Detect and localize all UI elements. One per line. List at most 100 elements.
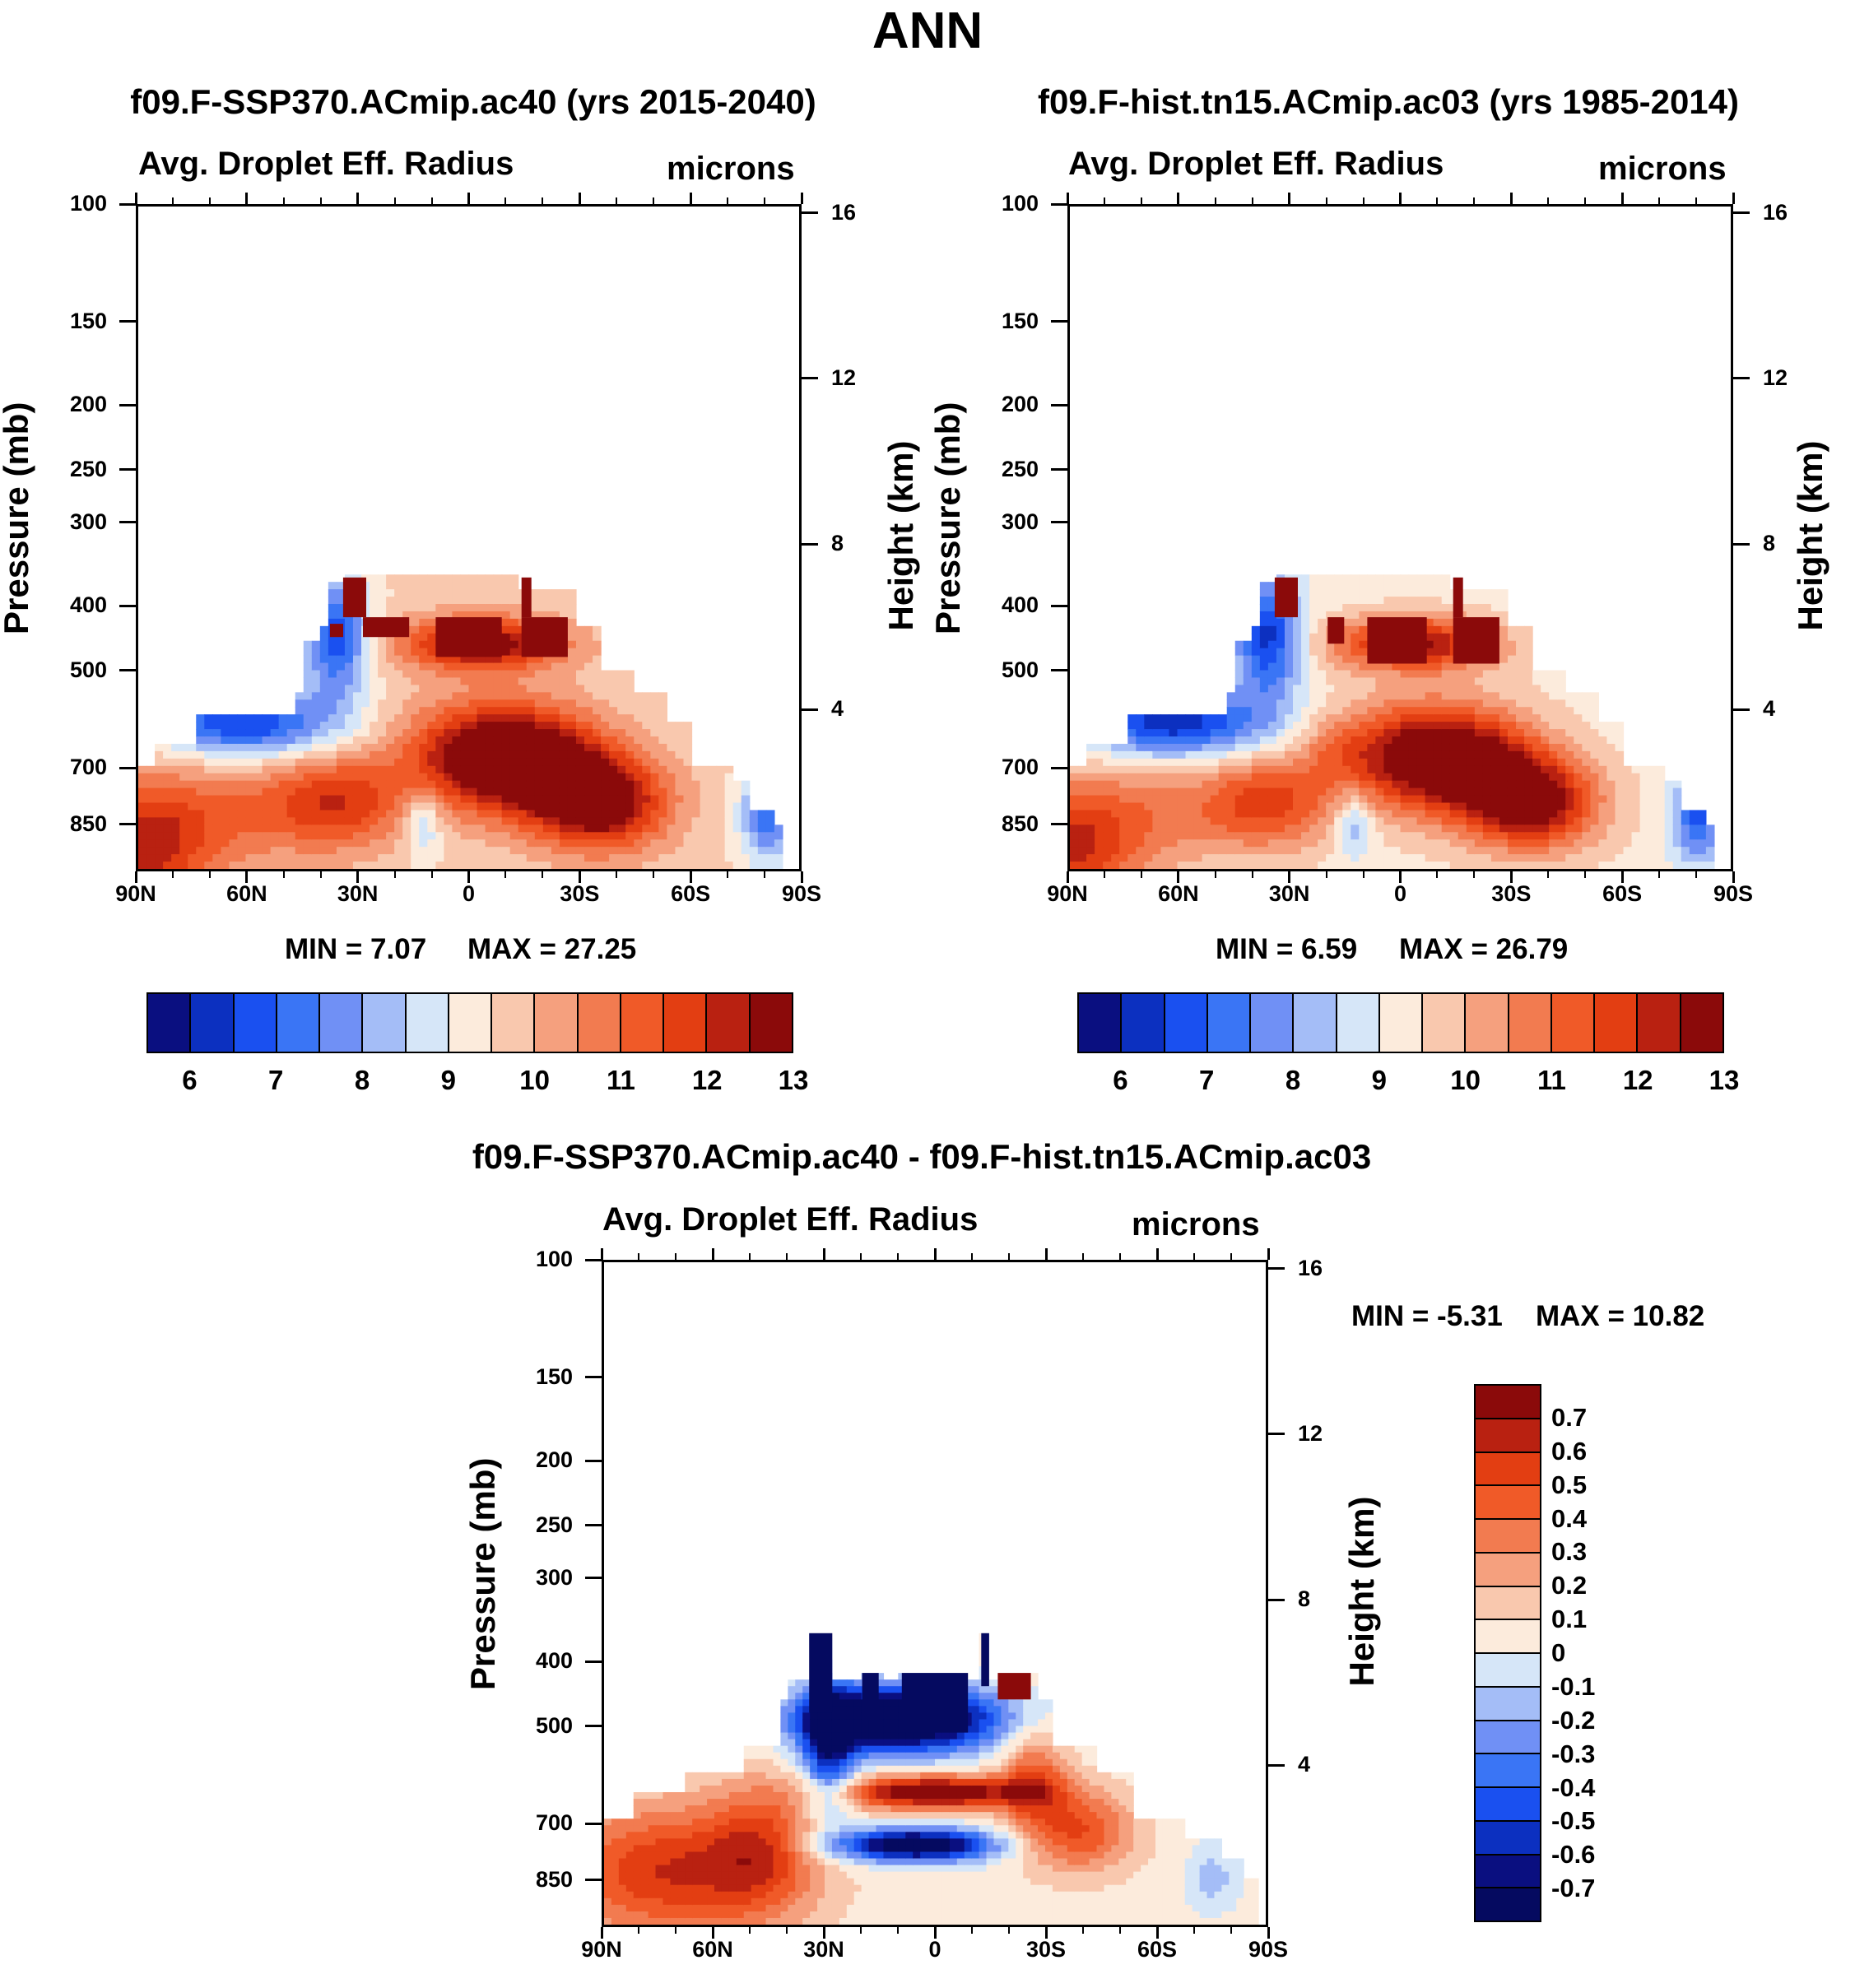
contour-cell bbox=[1276, 625, 1285, 634]
contour-cell bbox=[648, 1858, 657, 1866]
contour-cell bbox=[1541, 714, 1550, 722]
contour-cell bbox=[1482, 839, 1492, 848]
contour-cell bbox=[1392, 604, 1402, 612]
contour-cell bbox=[1598, 780, 1608, 789]
contour-cell bbox=[648, 1917, 657, 1925]
contour-cell bbox=[444, 817, 453, 825]
contour-cell bbox=[444, 862, 453, 869]
contour-cell bbox=[736, 1897, 745, 1906]
contour-cell bbox=[1293, 817, 1302, 825]
contour-cell bbox=[196, 862, 205, 869]
contour-cell bbox=[1400, 758, 1410, 767]
contour-cell bbox=[1276, 685, 1285, 693]
contour-cell bbox=[370, 765, 379, 774]
contour-cell bbox=[1375, 839, 1385, 848]
contour-cell bbox=[468, 655, 478, 664]
contour-cell bbox=[1226, 773, 1236, 782]
contour-cell bbox=[1408, 750, 1418, 759]
contour-cell bbox=[743, 1799, 752, 1806]
y-tick-label: 700 bbox=[69, 755, 107, 780]
contour-cell bbox=[1507, 625, 1517, 634]
contour-cell bbox=[212, 795, 221, 804]
contour-cell bbox=[1144, 714, 1153, 722]
contour-cell bbox=[1185, 832, 1195, 840]
contour-cell bbox=[526, 832, 536, 840]
contour-cell bbox=[460, 574, 470, 583]
contour-cell bbox=[1400, 839, 1410, 848]
contour-cell bbox=[1367, 677, 1376, 685]
contour-cell bbox=[1449, 787, 1459, 797]
contour-cell bbox=[509, 640, 519, 649]
contour-cell bbox=[1532, 854, 1541, 862]
contour-cell bbox=[593, 743, 602, 752]
contour-cell bbox=[1095, 824, 1104, 833]
contour-cell bbox=[386, 736, 395, 745]
contour-cell bbox=[1408, 854, 1418, 862]
x-tick-mark bbox=[1620, 193, 1624, 204]
contour-cell bbox=[1234, 655, 1244, 664]
panel3-plot-area bbox=[602, 1260, 1268, 1927]
contour-cell bbox=[196, 824, 205, 833]
contour-cell bbox=[501, 817, 511, 825]
colorbar-swatch bbox=[750, 994, 792, 1052]
contour-cell bbox=[634, 832, 643, 840]
contour-cell bbox=[1433, 633, 1443, 642]
contour-cell bbox=[1425, 677, 1434, 685]
contour-cell bbox=[1259, 707, 1269, 715]
contour-cell bbox=[1441, 787, 1451, 797]
contour-cell bbox=[677, 1884, 686, 1893]
figure-title: ANN bbox=[872, 2, 983, 59]
contour-cell bbox=[667, 824, 676, 833]
contour-cell bbox=[1565, 707, 1574, 715]
contour-cell bbox=[1284, 736, 1294, 745]
contour-cell bbox=[155, 839, 164, 848]
contour-cell bbox=[633, 1891, 642, 1899]
contour-cell bbox=[1466, 611, 1476, 620]
contour-cell bbox=[328, 707, 337, 715]
contour-cell bbox=[336, 750, 346, 759]
contour-cell bbox=[584, 780, 593, 789]
contour-cell bbox=[728, 1917, 737, 1925]
contour-cell bbox=[361, 640, 370, 649]
contour-cell bbox=[1202, 780, 1211, 789]
contour-cell bbox=[509, 795, 519, 804]
contour-cell bbox=[650, 765, 659, 774]
contour-cell bbox=[700, 862, 709, 869]
contour-cell bbox=[1516, 862, 1525, 869]
contour-cell bbox=[1078, 824, 1087, 833]
contour-cell bbox=[1136, 714, 1145, 722]
contour-cell bbox=[319, 707, 329, 715]
contour-cell bbox=[1276, 743, 1285, 752]
contour-cell bbox=[634, 729, 643, 737]
contour-cell bbox=[1185, 736, 1195, 745]
contour-cell bbox=[575, 847, 585, 855]
contour-cell bbox=[435, 692, 444, 700]
contour-cell bbox=[477, 722, 486, 730]
contour-cell bbox=[212, 765, 221, 774]
contour-cell bbox=[163, 854, 172, 862]
x-minor-tick bbox=[282, 871, 285, 878]
contour-cell bbox=[584, 862, 593, 869]
contour-cell bbox=[1160, 810, 1170, 818]
contour-cell bbox=[1367, 589, 1376, 597]
contour-cell bbox=[336, 736, 346, 745]
contour-cell bbox=[411, 604, 420, 612]
contour-cell bbox=[1342, 847, 1351, 855]
contour-cell bbox=[1681, 847, 1690, 855]
contour-cell bbox=[518, 736, 528, 745]
contour-cell bbox=[361, 862, 370, 869]
contour-cell bbox=[1359, 750, 1368, 759]
contour-cell bbox=[617, 802, 626, 811]
contour-cell bbox=[1144, 817, 1153, 825]
contour-cell bbox=[1078, 862, 1087, 869]
contour-cell bbox=[1507, 817, 1517, 825]
contour-cell bbox=[1169, 832, 1179, 840]
contour-cell bbox=[336, 795, 346, 804]
contour-cell bbox=[1160, 780, 1170, 789]
contour-cell bbox=[328, 655, 337, 664]
contour-cell bbox=[1234, 817, 1244, 825]
cloud-top-block bbox=[1274, 577, 1298, 618]
contour-cell bbox=[559, 604, 569, 612]
contour-cell bbox=[667, 758, 676, 767]
contour-cell bbox=[1234, 839, 1244, 848]
